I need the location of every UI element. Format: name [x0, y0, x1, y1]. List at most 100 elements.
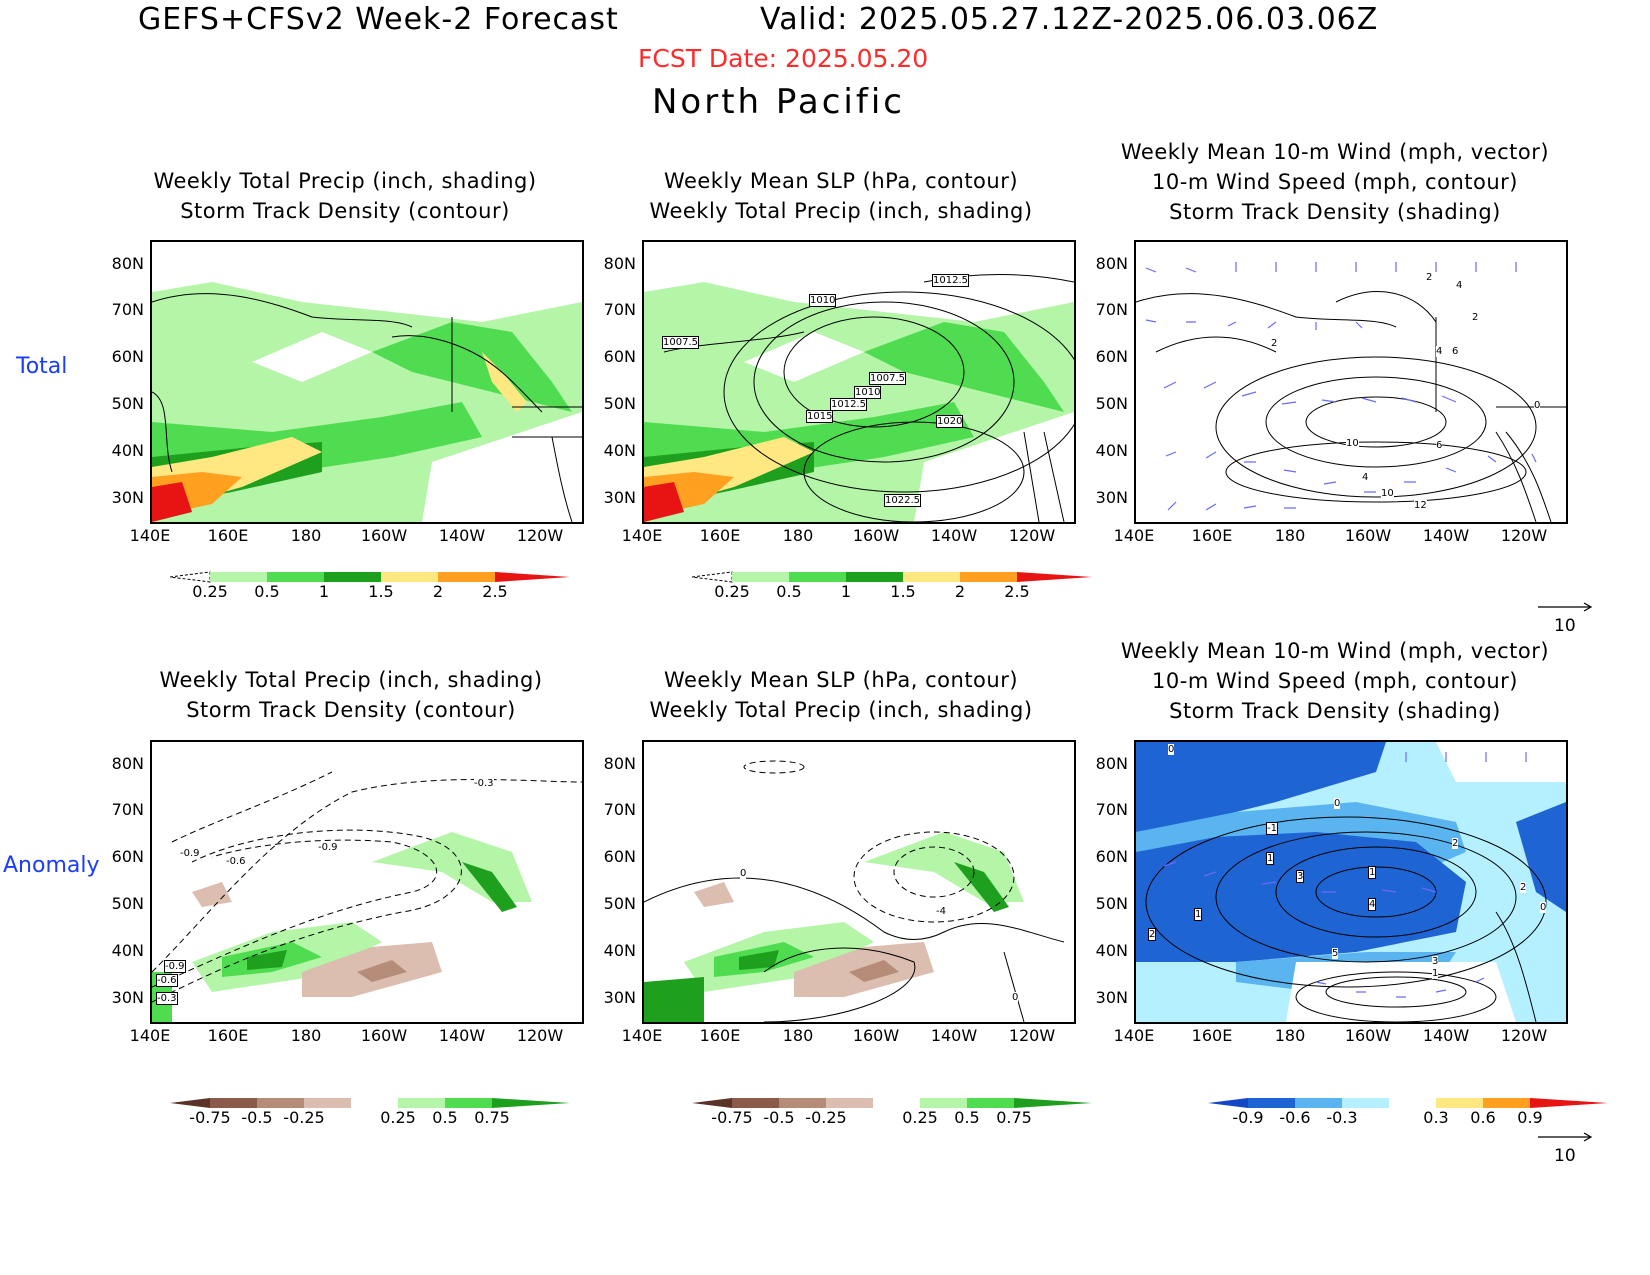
wind-anomaly-vectors [1163, 752, 1527, 998]
lat-tick-label: 70N [1095, 300, 1128, 319]
lon-tick-label: 160W [852, 526, 900, 545]
arrow-right-icon [1538, 602, 1593, 612]
lat-tick-label: 40N [111, 941, 144, 960]
colorbar-label: 0.75 [996, 1108, 1032, 1127]
panel-title-wind-track-anomaly: Weekly Mean 10-m Wind (mph, vector) 10-m… [1120, 639, 1550, 723]
lat-tick-label: 40N [111, 441, 144, 460]
slp-label: 1007.5 [662, 336, 699, 349]
arrow-right-icon [1538, 1132, 1593, 1142]
lon-tick-label: 160E [699, 526, 741, 545]
lon-tick-label: 180 [1274, 1026, 1306, 1045]
colorbar-label: 0.5 [254, 582, 280, 601]
wind-anom-label: 1 [1266, 852, 1275, 865]
wind-label: 4 [1436, 346, 1443, 357]
colorbar-precip-anomaly: -0.75 -0.5 -0.25 0.25 0.5 0.75 [170, 1096, 570, 1136]
colorbar-precip-anomaly-2: -0.75 -0.5 -0.25 0.25 0.5 0.75 [692, 1096, 1092, 1136]
lon-tick-label: 160W [852, 1026, 900, 1045]
lon-tick-label: 140E [129, 1026, 171, 1045]
wind-anom-label: 3 [1432, 956, 1439, 967]
lat-tick-label: 50N [603, 394, 636, 413]
lon-tick-label: 140E [1113, 1026, 1155, 1045]
wind-anom-label: 2 [1452, 838, 1459, 849]
lon-tick-label: 160E [699, 1026, 741, 1045]
wind-label: 10 [1381, 488, 1394, 499]
lon-tick-label: 140W [438, 526, 486, 545]
lat-tick-label: 40N [603, 941, 636, 960]
wind-label: 12 [1414, 500, 1427, 511]
lon-tick-label: 180 [782, 1026, 814, 1045]
lat-tick-label: 80N [603, 254, 636, 273]
slp-label: 1022.5 [884, 494, 921, 507]
colorbar-label: 1.5 [890, 582, 916, 601]
colorbar-label: 1 [840, 582, 852, 601]
colorbar-label: -0.9 [1232, 1108, 1264, 1127]
wind-label: 2 [1271, 338, 1278, 349]
track-label: -0.6 [226, 856, 246, 867]
track-label: -0.9 [164, 960, 186, 973]
lon-tick-label: 140E [129, 526, 171, 545]
lat-tick-label: 50N [111, 894, 144, 913]
lat-tick-label: 40N [1095, 441, 1128, 460]
wind-anom-label: 1 [1432, 968, 1439, 979]
region-title: North Pacific [652, 82, 905, 122]
lon-tick-label: 160W [360, 526, 408, 545]
colorbar-precip-total-2: 0.25 0.5 1 1.5 2 2.5 [692, 570, 1092, 610]
panel-title-wind-track-total: Weekly Mean 10-m Wind (mph, vector) 10-m… [1120, 140, 1550, 224]
colorbar-label: 0.25 [714, 582, 750, 601]
colorbar-label: 2.5 [482, 582, 508, 601]
slp-label: 1012.5 [932, 274, 969, 287]
lon-tick-label: 140W [1422, 1026, 1470, 1045]
colorbar-label: 0.9 [1517, 1108, 1543, 1127]
colorbar-label: -0.3 [1326, 1108, 1358, 1127]
panel-title-precip-track-anomaly: Weekly Total Precip (inch, shading) Stor… [159, 668, 543, 722]
colorbar-label: 2 [432, 582, 444, 601]
lon-tick-label: 120W [516, 1026, 564, 1045]
wind-anom-label: 2 [1520, 882, 1527, 893]
map-wind-track-anomaly: 0 0 -1 1 3 1 4 1 2 2 5 3 1 2 0 [1134, 740, 1568, 1024]
lat-tick-label: 50N [111, 394, 144, 413]
wind-label: 6 [1452, 346, 1459, 357]
colorbar-precip-total: 0.25 0.5 1 1.5 2 2.5 [170, 570, 570, 610]
valid-period: Valid: 2025.05.27.12Z-2025.06.03.06Z [760, 2, 1379, 37]
lat-tick-label: 30N [603, 488, 636, 507]
lat-tick-label: 70N [111, 800, 144, 819]
lat-tick-label: 50N [1095, 394, 1128, 413]
lon-tick-label: 120W [1008, 526, 1056, 545]
lon-tick-label: 180 [290, 526, 322, 545]
colorbar-label: 2.5 [1004, 582, 1030, 601]
colorbar-std-anomaly: -0.9 -0.6 -0.3 0.3 0.6 0.9 [1208, 1096, 1608, 1136]
colorbar-label: -0.75 [189, 1108, 231, 1127]
lat-tick-label: 60N [111, 847, 144, 866]
lon-tick-label: 180 [290, 1026, 322, 1045]
forecast-title: GEFS+CFSv2 Week-2 Forecast [138, 2, 619, 37]
forecast-date: FCST Date: 2025.05.20 [638, 44, 929, 73]
lon-tick-label: 140E [621, 1026, 663, 1045]
lat-tick-label: 70N [1095, 800, 1128, 819]
colorbar-label: 0.5 [432, 1108, 458, 1127]
lat-tick-label: 80N [1095, 254, 1128, 273]
lat-tick-label: 70N [111, 300, 144, 319]
lon-tick-label: 160E [1191, 1026, 1233, 1045]
lat-tick-label: 80N [603, 754, 636, 773]
lon-tick-label: 180 [782, 526, 814, 545]
wind-label: 2 [1472, 312, 1479, 323]
wind-vectors [1145, 262, 1537, 511]
lon-tick-label: 120W [1500, 526, 1548, 545]
wind-label: 4 [1362, 472, 1369, 483]
lat-tick-label: 30N [111, 488, 144, 507]
lat-tick-label: 40N [603, 441, 636, 460]
colorbar-label: -0.5 [241, 1108, 273, 1127]
wind-anom-label: 2 [1148, 928, 1157, 941]
wind-label: 0 [1534, 400, 1541, 411]
lat-tick-label: 40N [1095, 941, 1128, 960]
colorbar-label: 1.5 [368, 582, 394, 601]
colorbar-label: 1 [318, 582, 330, 601]
lat-tick-label: 60N [111, 347, 144, 366]
colorbar-label: 0.25 [380, 1108, 416, 1127]
map-slp-precip-total: 1012.5 1010 1007.5 1007.5 1010 1012.5 10… [642, 240, 1076, 524]
wind-label: 10 [1346, 438, 1359, 449]
colorbar-label: -0.5 [763, 1108, 795, 1127]
lat-tick-label: 70N [603, 300, 636, 319]
track-label: -0.6 [156, 974, 178, 987]
wind-label: 2 [1426, 272, 1433, 283]
